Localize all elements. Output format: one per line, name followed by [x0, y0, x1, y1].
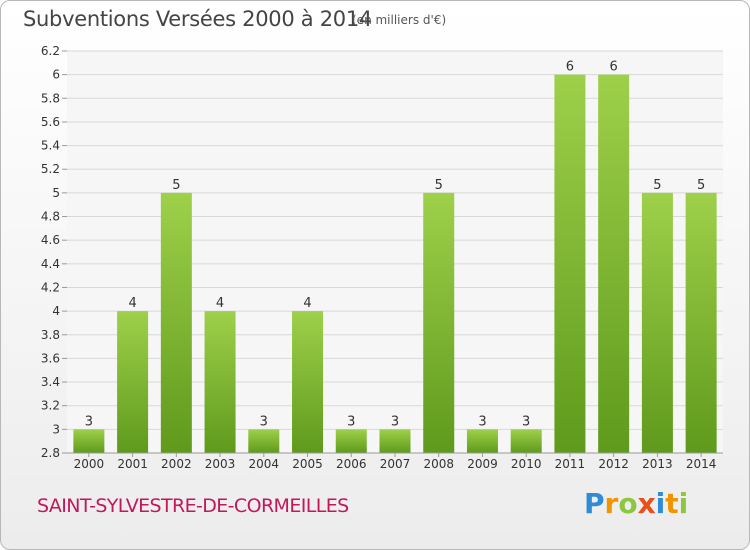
y-tick-label: 5	[52, 186, 60, 200]
bar-2001	[117, 311, 149, 453]
y-tick-label: 2.8	[41, 446, 60, 460]
logo-letter: i	[678, 487, 689, 520]
x-tick-label: 2011	[555, 457, 586, 471]
y-tick-label: 5.8	[41, 91, 60, 105]
bar-2008	[423, 192, 455, 453]
bar-2003	[204, 311, 236, 453]
x-tick-label: 2010	[511, 457, 542, 471]
logo-letter: P	[584, 487, 605, 520]
bar-2005	[292, 311, 324, 453]
y-tick-label: 4.2	[41, 280, 60, 294]
bar-2013	[641, 192, 673, 453]
commune-name: SAINT-SYLVESTRE-DE-CORMEILLES	[37, 495, 349, 517]
x-tick-label: 2006	[336, 457, 367, 471]
data-label-2009: 3	[478, 414, 486, 429]
bar-2009	[466, 429, 498, 453]
bar-2007	[379, 429, 411, 453]
x-tick-label: 2001	[117, 457, 148, 471]
bar-2010	[510, 429, 542, 453]
x-tick-label: 2002	[161, 457, 192, 471]
bar-2006	[335, 429, 367, 453]
x-tick-label: 2004	[249, 457, 280, 471]
data-label-2005: 4	[303, 296, 311, 311]
bars	[73, 74, 717, 453]
y-tick-label: 4.8	[41, 210, 60, 224]
proxiti-logo[interactable]: Proxiti	[584, 487, 688, 520]
y-tick-label: 5.6	[41, 115, 60, 129]
data-label-2006: 3	[347, 414, 355, 429]
y-tick-label: 6	[52, 68, 60, 82]
x-tick-label: 2000	[74, 457, 105, 471]
data-label-2013: 5	[653, 178, 661, 193]
logo-letter: r	[604, 487, 619, 520]
y-tick-label: 3.4	[41, 375, 60, 389]
logo-letter: x	[637, 487, 656, 520]
x-tick-label: 2008	[423, 457, 454, 471]
x-tick-label: 2012	[598, 457, 629, 471]
x-tick-label: 2005	[292, 457, 323, 471]
y-tick-label: 4	[52, 304, 60, 318]
y-tick-label: 5.2	[41, 162, 60, 176]
x-tick-label: 2013	[642, 457, 673, 471]
data-label-2004: 3	[260, 414, 268, 429]
data-label-2007: 3	[391, 414, 399, 429]
data-label-2008: 5	[435, 178, 443, 193]
y-tick-label: 4.4	[41, 257, 60, 271]
data-labels: 3 4 5 4 3 4 3 3 5 3 3 6 6 5 5	[85, 60, 706, 430]
x-tick-label: 2009	[467, 457, 498, 471]
logo-letter: t	[665, 487, 679, 520]
bar-2000	[73, 429, 105, 453]
y-tick-label: 6.2	[41, 44, 60, 58]
chart-title: Subventions Versées 2000 à 2014	[23, 7, 372, 31]
x-tick-label: 2003	[205, 457, 236, 471]
data-label-2014: 5	[697, 178, 705, 193]
bar-2002	[160, 192, 192, 453]
y-tick-label: 3.8	[41, 328, 60, 342]
bar-2014	[685, 192, 717, 453]
logo-letter: o	[618, 487, 638, 520]
bar-2012	[598, 74, 630, 453]
x-tick-label: 2014	[686, 457, 717, 471]
y-tick-label: 3.6	[41, 351, 60, 365]
x-tick-label: 2007	[380, 457, 411, 471]
chart-subtitle: (en milliers d'€)	[352, 13, 447, 27]
data-label-2011: 6	[566, 60, 574, 75]
logo-letter: i	[655, 487, 666, 520]
data-label-2003: 4	[216, 296, 224, 311]
data-label-2012: 6	[610, 60, 618, 75]
y-tick-label: 3	[52, 422, 60, 436]
data-label-2010: 3	[522, 414, 530, 429]
y-tick-label: 3.2	[41, 399, 60, 413]
data-label-2001: 4	[128, 296, 136, 311]
y-tick-label: 4.6	[41, 233, 60, 247]
data-label-2000: 3	[85, 414, 93, 429]
data-label-2002: 5	[172, 178, 180, 193]
x-axis-ticks: 2000 2001 2002 2003 2004 2005 2006 2007 2008 2009…	[74, 453, 717, 471]
y-tick-label: 5.4	[41, 139, 60, 153]
bar-2011	[554, 74, 586, 453]
bar-2004	[248, 429, 280, 453]
